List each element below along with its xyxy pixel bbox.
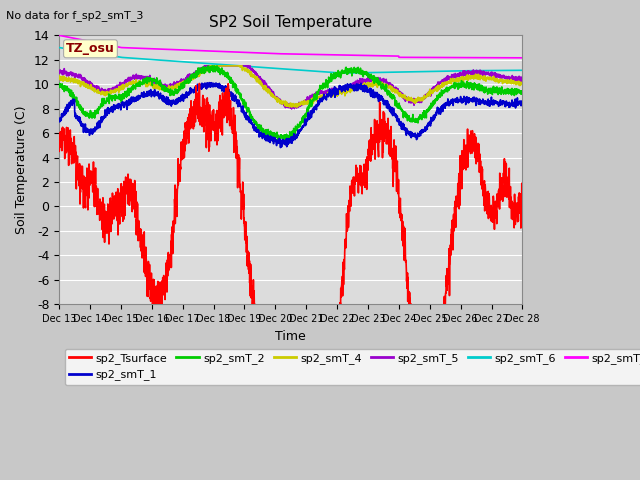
Text: No data for f_sp2_smT_3: No data for f_sp2_smT_3 — [6, 10, 144, 21]
Y-axis label: Soil Temperature (C): Soil Temperature (C) — [15, 106, 28, 234]
X-axis label: Time: Time — [275, 330, 306, 343]
Text: TZ_osu: TZ_osu — [66, 42, 115, 55]
Legend: sp2_Tsurface, sp2_smT_1, sp2_smT_2, sp2_smT_4, sp2_smT_5, sp2_smT_6, sp2_smT_7: sp2_Tsurface, sp2_smT_1, sp2_smT_2, sp2_… — [65, 348, 640, 385]
Title: SP2 Soil Temperature: SP2 Soil Temperature — [209, 15, 372, 30]
